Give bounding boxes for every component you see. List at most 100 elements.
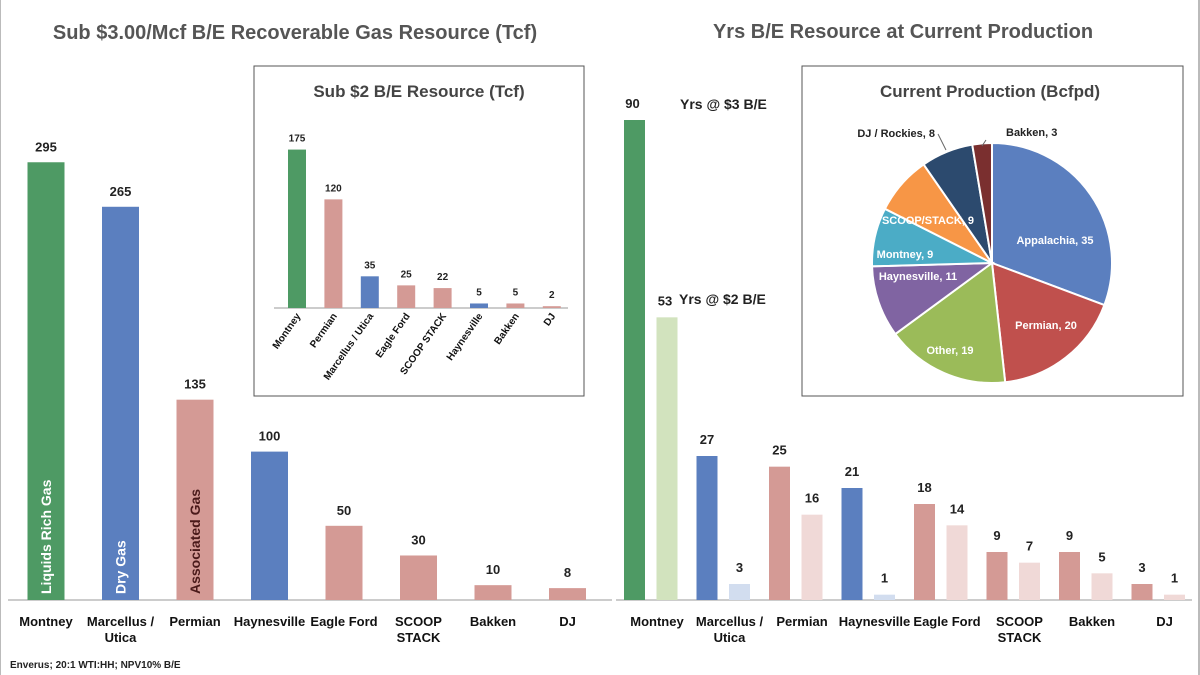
inset-bar-montney bbox=[288, 149, 306, 308]
value-permian-series-2: 16 bbox=[805, 491, 819, 506]
category-label-eagle-ford: Eagle Ford bbox=[310, 614, 377, 629]
right-category-label-dj: DJ bbox=[1156, 614, 1173, 629]
category-line: Permian bbox=[169, 614, 220, 629]
inset-bar-eagle-ford bbox=[397, 285, 416, 308]
bar-bakken-series-1 bbox=[1059, 552, 1080, 600]
inset-value-montney: 175 bbox=[289, 134, 306, 145]
left-inset-title: Sub $2 B/E Resource (Tcf) bbox=[313, 82, 524, 101]
right-inset-title: Current Production (Bcfpd) bbox=[880, 82, 1100, 101]
value-marcellus-utica-series-1: 27 bbox=[700, 432, 714, 447]
inset-value-bakken: 5 bbox=[513, 287, 519, 298]
annotation-3-dollar: Yrs @ $3 B/E bbox=[680, 96, 767, 112]
pie-label-bakken: Bakken, 3 bbox=[1006, 127, 1057, 139]
pie-label-montney: Montney, 9 bbox=[877, 249, 934, 261]
value-label-permian: 135 bbox=[184, 377, 206, 392]
value-eagle-ford-series-1: 18 bbox=[917, 480, 931, 495]
bar-montney-series-1 bbox=[624, 120, 645, 600]
category-line: Eagle Ford bbox=[310, 614, 377, 629]
category-line: Montney bbox=[630, 614, 684, 629]
bar-eagle-ford bbox=[325, 525, 363, 600]
inset-value-dj: 2 bbox=[549, 290, 555, 301]
category-label-haynesville: Haynesville bbox=[234, 614, 306, 629]
left-inset-frame bbox=[253, 65, 585, 397]
value-label-marcellus-utica: 265 bbox=[110, 184, 132, 199]
inset-bar-bakken bbox=[506, 303, 525, 308]
category-line: Utica bbox=[714, 630, 747, 645]
category-line: Utica bbox=[105, 630, 138, 645]
category-line: SCOOP bbox=[996, 614, 1043, 629]
left-bar-chart: 295 Montney Liquids Rich Gas 265 Marcellus /… bbox=[8, 139, 612, 645]
inset-bar-haynesville bbox=[470, 303, 488, 308]
value-label-montney: 295 bbox=[35, 139, 57, 154]
category-label-montney: Montney bbox=[19, 614, 73, 629]
bar-dj bbox=[549, 588, 586, 600]
category-line: STACK bbox=[397, 630, 441, 645]
bar-montney-series-2 bbox=[656, 317, 678, 600]
inset-value-haynesville: 5 bbox=[476, 287, 482, 298]
inset-bar-scoop-stack bbox=[433, 288, 452, 308]
category-line: STACK bbox=[998, 630, 1042, 645]
source-note: Enverus; 20:1 WTI:HH; NPV10% B/E bbox=[10, 660, 181, 671]
bar-eagle-ford-series-1 bbox=[914, 504, 935, 600]
inset-value-scoop-stack: 22 bbox=[437, 272, 449, 283]
value-label-dj: 8 bbox=[564, 565, 571, 580]
category-line: Bakken bbox=[1069, 614, 1115, 629]
inset-bar-marcellus-utica bbox=[360, 276, 379, 308]
bar-scoop-stack bbox=[400, 555, 437, 600]
pie-label-dj-rockies: DJ / Rockies, 8 bbox=[857, 128, 935, 140]
category-line: Permian bbox=[776, 614, 827, 629]
right-category-label-bakken: Bakken bbox=[1069, 614, 1115, 629]
bar-permian bbox=[176, 399, 214, 600]
category-line: Bakken bbox=[470, 614, 516, 629]
value-scoop-stack-series-1: 9 bbox=[993, 528, 1000, 543]
pie-slice-other bbox=[893, 261, 1007, 384]
bar-bakken-series-2 bbox=[1091, 573, 1113, 600]
value-haynesville-series-2: 1 bbox=[881, 571, 888, 586]
right-category-label-permian: Permian bbox=[776, 614, 827, 629]
production-pie-chart: Appalachia, 35 Permian, 20 Other, 19 Haynes… bbox=[857, 127, 1113, 384]
category-line: SCOOP bbox=[395, 614, 442, 629]
inset-bar-dj bbox=[542, 306, 561, 308]
bar-haynesville-series-1 bbox=[841, 488, 863, 600]
category-line: Eagle Ford bbox=[913, 614, 980, 629]
bar-marcellus-utica-series-2 bbox=[729, 584, 750, 600]
bar-scoop-stack-series-1 bbox=[986, 552, 1008, 600]
value-bakken-series-2: 5 bbox=[1098, 549, 1105, 564]
bar-permian-series-2 bbox=[801, 514, 823, 600]
value-label-bakken: 10 bbox=[486, 562, 500, 577]
left-chart-title: Sub $3.00/Mcf B/E Recoverable Gas Resour… bbox=[53, 22, 537, 44]
bar-dj-series-1 bbox=[1131, 584, 1153, 600]
leader-line-bakken bbox=[981, 139, 987, 147]
bar-montney bbox=[27, 162, 65, 601]
right-category-label-marcellus-utica: Marcellus / Utica bbox=[696, 614, 764, 645]
bar-marcellus-utica-series-1 bbox=[696, 456, 718, 600]
bar-haynesville bbox=[251, 451, 288, 600]
right-category-label-scoop-stack: SCOOP STACK bbox=[996, 614, 1043, 645]
right-category-label-haynesville: Haynesville bbox=[839, 614, 911, 629]
right-category-label-eagle-ford: Eagle Ford bbox=[913, 614, 980, 629]
category-line: DJ bbox=[1156, 614, 1173, 629]
pie-slice-bakken bbox=[971, 141, 993, 264]
bar-marcellus-utica bbox=[102, 206, 139, 600]
right-category-label-montney: Montney bbox=[630, 614, 684, 629]
category-label-bakken: Bakken bbox=[470, 614, 516, 629]
pie-slice-appalachia bbox=[991, 141, 1113, 307]
pie-label-appalachia: Appalachia, 35 bbox=[1016, 235, 1093, 247]
value-dj-series-2: 1 bbox=[1171, 571, 1178, 586]
category-label-dj: DJ bbox=[559, 614, 576, 629]
pie-label-other: Other, 19 bbox=[926, 345, 973, 357]
inset-value-marcellus-utica: 35 bbox=[364, 260, 376, 271]
in-bar-label-montney: Liquids Rich Gas bbox=[38, 479, 54, 594]
category-line: Marcellus / bbox=[696, 614, 764, 629]
value-marcellus-utica-series-2: 3 bbox=[736, 560, 743, 575]
value-haynesville-series-1: 21 bbox=[845, 464, 859, 479]
pie-label-permian: Permian, 20 bbox=[1015, 320, 1077, 332]
value-montney-series-1: 90 bbox=[625, 96, 639, 111]
in-bar-label-marcellus-utica: Dry Gas bbox=[113, 540, 129, 594]
value-eagle-ford-series-2: 14 bbox=[950, 501, 965, 516]
inset-value-eagle-ford: 25 bbox=[401, 269, 413, 280]
category-label-scoop-stack: SCOOP STACK bbox=[395, 614, 442, 645]
category-line: Haynesville bbox=[839, 614, 911, 629]
category-label-permian: Permian bbox=[169, 614, 220, 629]
